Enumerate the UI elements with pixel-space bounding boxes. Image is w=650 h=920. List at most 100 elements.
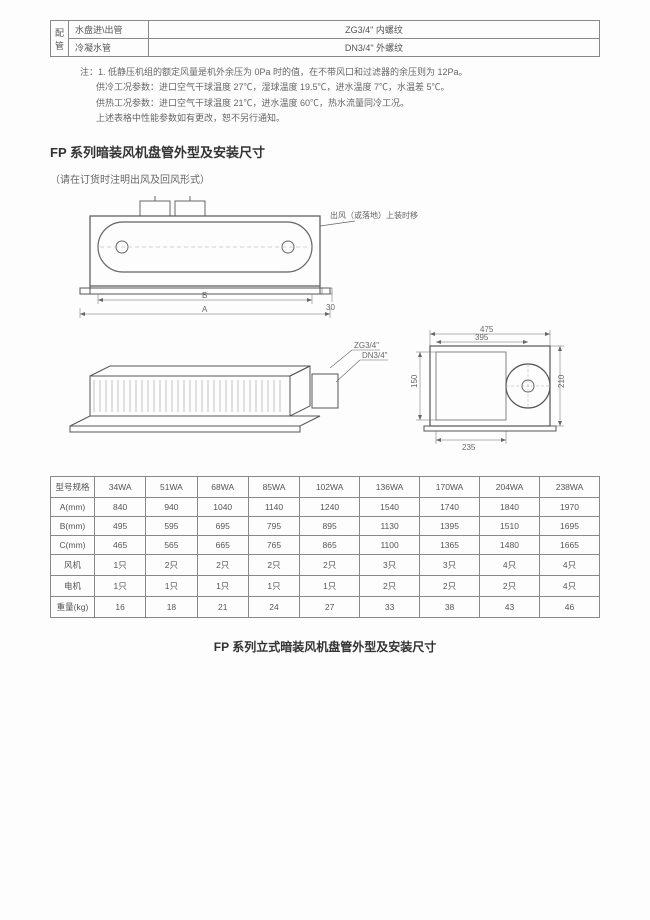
table-cell: 865 bbox=[300, 536, 360, 555]
model-col: 51WA bbox=[146, 477, 197, 498]
dim-395: 395 bbox=[475, 333, 489, 342]
dim-b-label: B bbox=[202, 291, 207, 300]
model-col: 102WA bbox=[300, 477, 360, 498]
table-cell: 1只 bbox=[95, 576, 146, 597]
table-cell: 840 bbox=[95, 498, 146, 517]
table-cell: 3只 bbox=[420, 555, 480, 576]
dimension-table: 型号规格 34WA 51WA 68WA 85WA 102WA 136WA 170… bbox=[50, 476, 600, 618]
table-cell: 24 bbox=[248, 597, 299, 618]
dim-150: 150 bbox=[410, 374, 419, 388]
table-cell: 38 bbox=[420, 597, 480, 618]
table-cell: 1365 bbox=[420, 536, 480, 555]
table-cell: 1只 bbox=[95, 555, 146, 576]
table-row: 电机1只1只1只1只1只2只2只2只4只 bbox=[51, 576, 600, 597]
table-cell: 1665 bbox=[540, 536, 600, 555]
pipe-row2-value: DN3/4" 外螺纹 bbox=[149, 39, 600, 57]
table-cell: 1140 bbox=[248, 498, 299, 517]
table-cell: 1130 bbox=[360, 517, 420, 536]
row-label: C(mm) bbox=[51, 536, 95, 555]
table-cell: 2只 bbox=[197, 555, 248, 576]
table-cell: 795 bbox=[248, 517, 299, 536]
table-cell: 1395 bbox=[420, 517, 480, 536]
model-col: 204WA bbox=[480, 477, 540, 498]
pipe-row1-value: ZG3/4" 内螺纹 bbox=[149, 21, 600, 39]
model-col: 136WA bbox=[360, 477, 420, 498]
table-cell: 2只 bbox=[146, 555, 197, 576]
table-cell: 46 bbox=[540, 597, 600, 618]
notes-block: 注：1. 低静压机组的额定风量是机外余压为 0Pa 时的值，在不带风口和过滤器的… bbox=[80, 65, 600, 126]
table-cell: 27 bbox=[300, 597, 360, 618]
table-cell: 18 bbox=[146, 597, 197, 618]
notes-line3: 供热工况参数：进口空气干球温度 21℃，进水温度 60℃，热水流量同冷工况。 bbox=[96, 96, 600, 111]
table-cell: 465 bbox=[95, 536, 146, 555]
table-cell: 1240 bbox=[300, 498, 360, 517]
dim-table-header-row: 型号规格 34WA 51WA 68WA 85WA 102WA 136WA 170… bbox=[51, 477, 600, 498]
table-cell: 1695 bbox=[540, 517, 600, 536]
table-cell: 2只 bbox=[480, 576, 540, 597]
pipe-spec-table: 配管 水盘进\出管 ZG3/4" 内螺纹 冷凝水管 DN3/4" 外螺纹 bbox=[50, 20, 600, 57]
row-label: 风机 bbox=[51, 555, 95, 576]
pipe-row2-label: 冷凝水管 bbox=[69, 39, 149, 57]
section1-title: FP 系列暗装风机盘管外型及安装尺寸 bbox=[50, 142, 600, 161]
notes-prefix: 注： bbox=[80, 67, 98, 77]
table-cell: 895 bbox=[300, 517, 360, 536]
table-cell: 1740 bbox=[420, 498, 480, 517]
diagram-area: 出风（或落地）上装时移 30 B A bbox=[50, 196, 600, 456]
zg-label-2: DN3/4" bbox=[362, 351, 388, 360]
row-label: A(mm) bbox=[51, 498, 95, 517]
table-row: A(mm)8409401040114012401540174018401970 bbox=[51, 498, 600, 517]
table-cell: 43 bbox=[480, 597, 540, 618]
dim-30: 30 bbox=[326, 303, 335, 312]
table-cell: 1040 bbox=[197, 498, 248, 517]
table-cell: 2只 bbox=[420, 576, 480, 597]
table-cell: 1只 bbox=[300, 576, 360, 597]
table-row: 风机1只2只2只2只2只3只3只4只4只 bbox=[51, 555, 600, 576]
row-label: B(mm) bbox=[51, 517, 95, 536]
table-cell: 1只 bbox=[146, 576, 197, 597]
row-label: 电机 bbox=[51, 576, 95, 597]
table-cell: 2只 bbox=[248, 555, 299, 576]
table-cell: 3只 bbox=[360, 555, 420, 576]
table-cell: 4只 bbox=[540, 555, 600, 576]
table-cell: 1100 bbox=[360, 536, 420, 555]
model-col: 85WA bbox=[248, 477, 299, 498]
dim-table-corner: 型号规格 bbox=[51, 477, 95, 498]
table-cell: 4只 bbox=[540, 576, 600, 597]
table-cell: 595 bbox=[146, 517, 197, 536]
table-row: C(mm)4655656657658651100136514801665 bbox=[51, 536, 600, 555]
pipe-row1-label: 水盘进\出管 bbox=[69, 21, 149, 39]
dim-a-label: A bbox=[202, 305, 208, 314]
section1-subtitle: （请在订货时注明出风及回风形式） bbox=[50, 171, 600, 186]
table-cell: 1970 bbox=[540, 498, 600, 517]
section2-title: FP 系列立式暗装风机盘管外型及安装尺寸 bbox=[50, 638, 600, 655]
model-col: 68WA bbox=[197, 477, 248, 498]
dim-210: 210 bbox=[557, 374, 566, 388]
table-cell: 1只 bbox=[248, 576, 299, 597]
table-cell: 1540 bbox=[360, 498, 420, 517]
table-cell: 1840 bbox=[480, 498, 540, 517]
table-cell: 2只 bbox=[300, 555, 360, 576]
zg-label-1: ZG3/4" bbox=[354, 341, 379, 350]
table-cell: 16 bbox=[95, 597, 146, 618]
table-cell: 1510 bbox=[480, 517, 540, 536]
table-cell: 1只 bbox=[197, 576, 248, 597]
diagram-annotation: 出风（或落地）上装时移 bbox=[330, 210, 418, 220]
table-cell: 4只 bbox=[480, 555, 540, 576]
model-col: 170WA bbox=[420, 477, 480, 498]
table-cell: 2只 bbox=[360, 576, 420, 597]
dim-235: 235 bbox=[462, 443, 476, 452]
notes-line1: 1. 低静压机组的额定风量是机外余压为 0Pa 时的值，在不带风口和过滤器的余压… bbox=[98, 67, 468, 77]
table-cell: 33 bbox=[360, 597, 420, 618]
notes-line2: 供冷工况参数：进口空气干球温度 27℃，湿球温度 19.5℃，进水温度 7℃，水… bbox=[96, 80, 600, 95]
table-cell: 565 bbox=[146, 536, 197, 555]
pipe-table-leftcell: 配管 bbox=[51, 21, 69, 57]
table-cell: 940 bbox=[146, 498, 197, 517]
table-cell: 665 bbox=[197, 536, 248, 555]
notes-line4: 上述表格中性能参数如有更改，恕不另行通知。 bbox=[96, 111, 600, 126]
table-cell: 765 bbox=[248, 536, 299, 555]
model-col: 34WA bbox=[95, 477, 146, 498]
table-row: B(mm)4955956957958951130139515101695 bbox=[51, 517, 600, 536]
table-cell: 21 bbox=[197, 597, 248, 618]
model-col: 238WA bbox=[540, 477, 600, 498]
technical-drawing: 出风（或落地）上装时移 30 B A bbox=[50, 196, 600, 456]
